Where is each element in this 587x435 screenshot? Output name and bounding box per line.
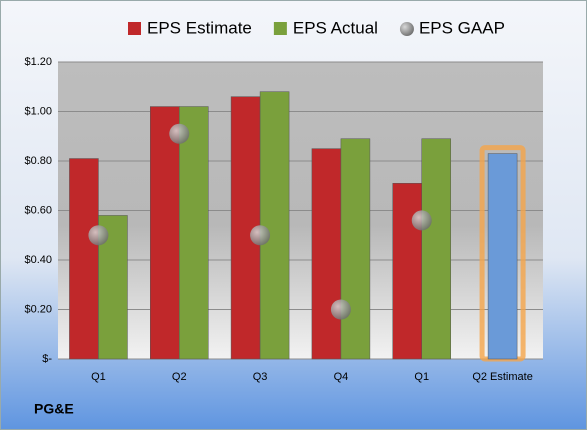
bar	[311, 148, 342, 360]
bar	[179, 106, 209, 360]
x-tick-label: Q4	[334, 371, 349, 383]
bar	[69, 158, 99, 360]
bar	[487, 153, 518, 360]
legend-marker	[128, 22, 141, 35]
bar	[150, 106, 180, 360]
y-tick-label: $0.20	[24, 303, 52, 315]
bar	[421, 138, 451, 360]
y-tick-label: $0.80	[24, 155, 52, 167]
footer: PG&E	[34, 401, 74, 417]
x-tick-label: Q1	[414, 371, 429, 383]
y-tick-label: $0.40	[24, 254, 52, 266]
legend-marker	[273, 22, 287, 35]
bar	[340, 138, 371, 360]
scatter-point	[250, 225, 271, 246]
x-tick-label: Q2 Estimate	[472, 371, 533, 383]
x-tick-label: Q1	[91, 371, 106, 383]
bar	[259, 91, 290, 360]
legend-label: EPS Actual	[293, 18, 378, 37]
y-tick-label: $-	[42, 353, 52, 365]
scatter-point	[169, 123, 190, 144]
legend-label: EPS GAAP	[419, 18, 505, 37]
y-tick-label: $1.20	[24, 56, 52, 68]
x-tick-label: Q3	[253, 371, 268, 383]
x-tick-label: Q2	[172, 371, 187, 383]
legend-label: EPS Estimate	[147, 18, 252, 37]
legend-marker	[399, 22, 414, 36]
scatter-point	[411, 210, 432, 231]
y-tick-label: $1.00	[24, 105, 52, 117]
y-tick-label: $0.60	[24, 204, 52, 216]
scatter-point	[88, 225, 109, 246]
scatter-point	[330, 299, 351, 320]
bar	[392, 183, 422, 360]
